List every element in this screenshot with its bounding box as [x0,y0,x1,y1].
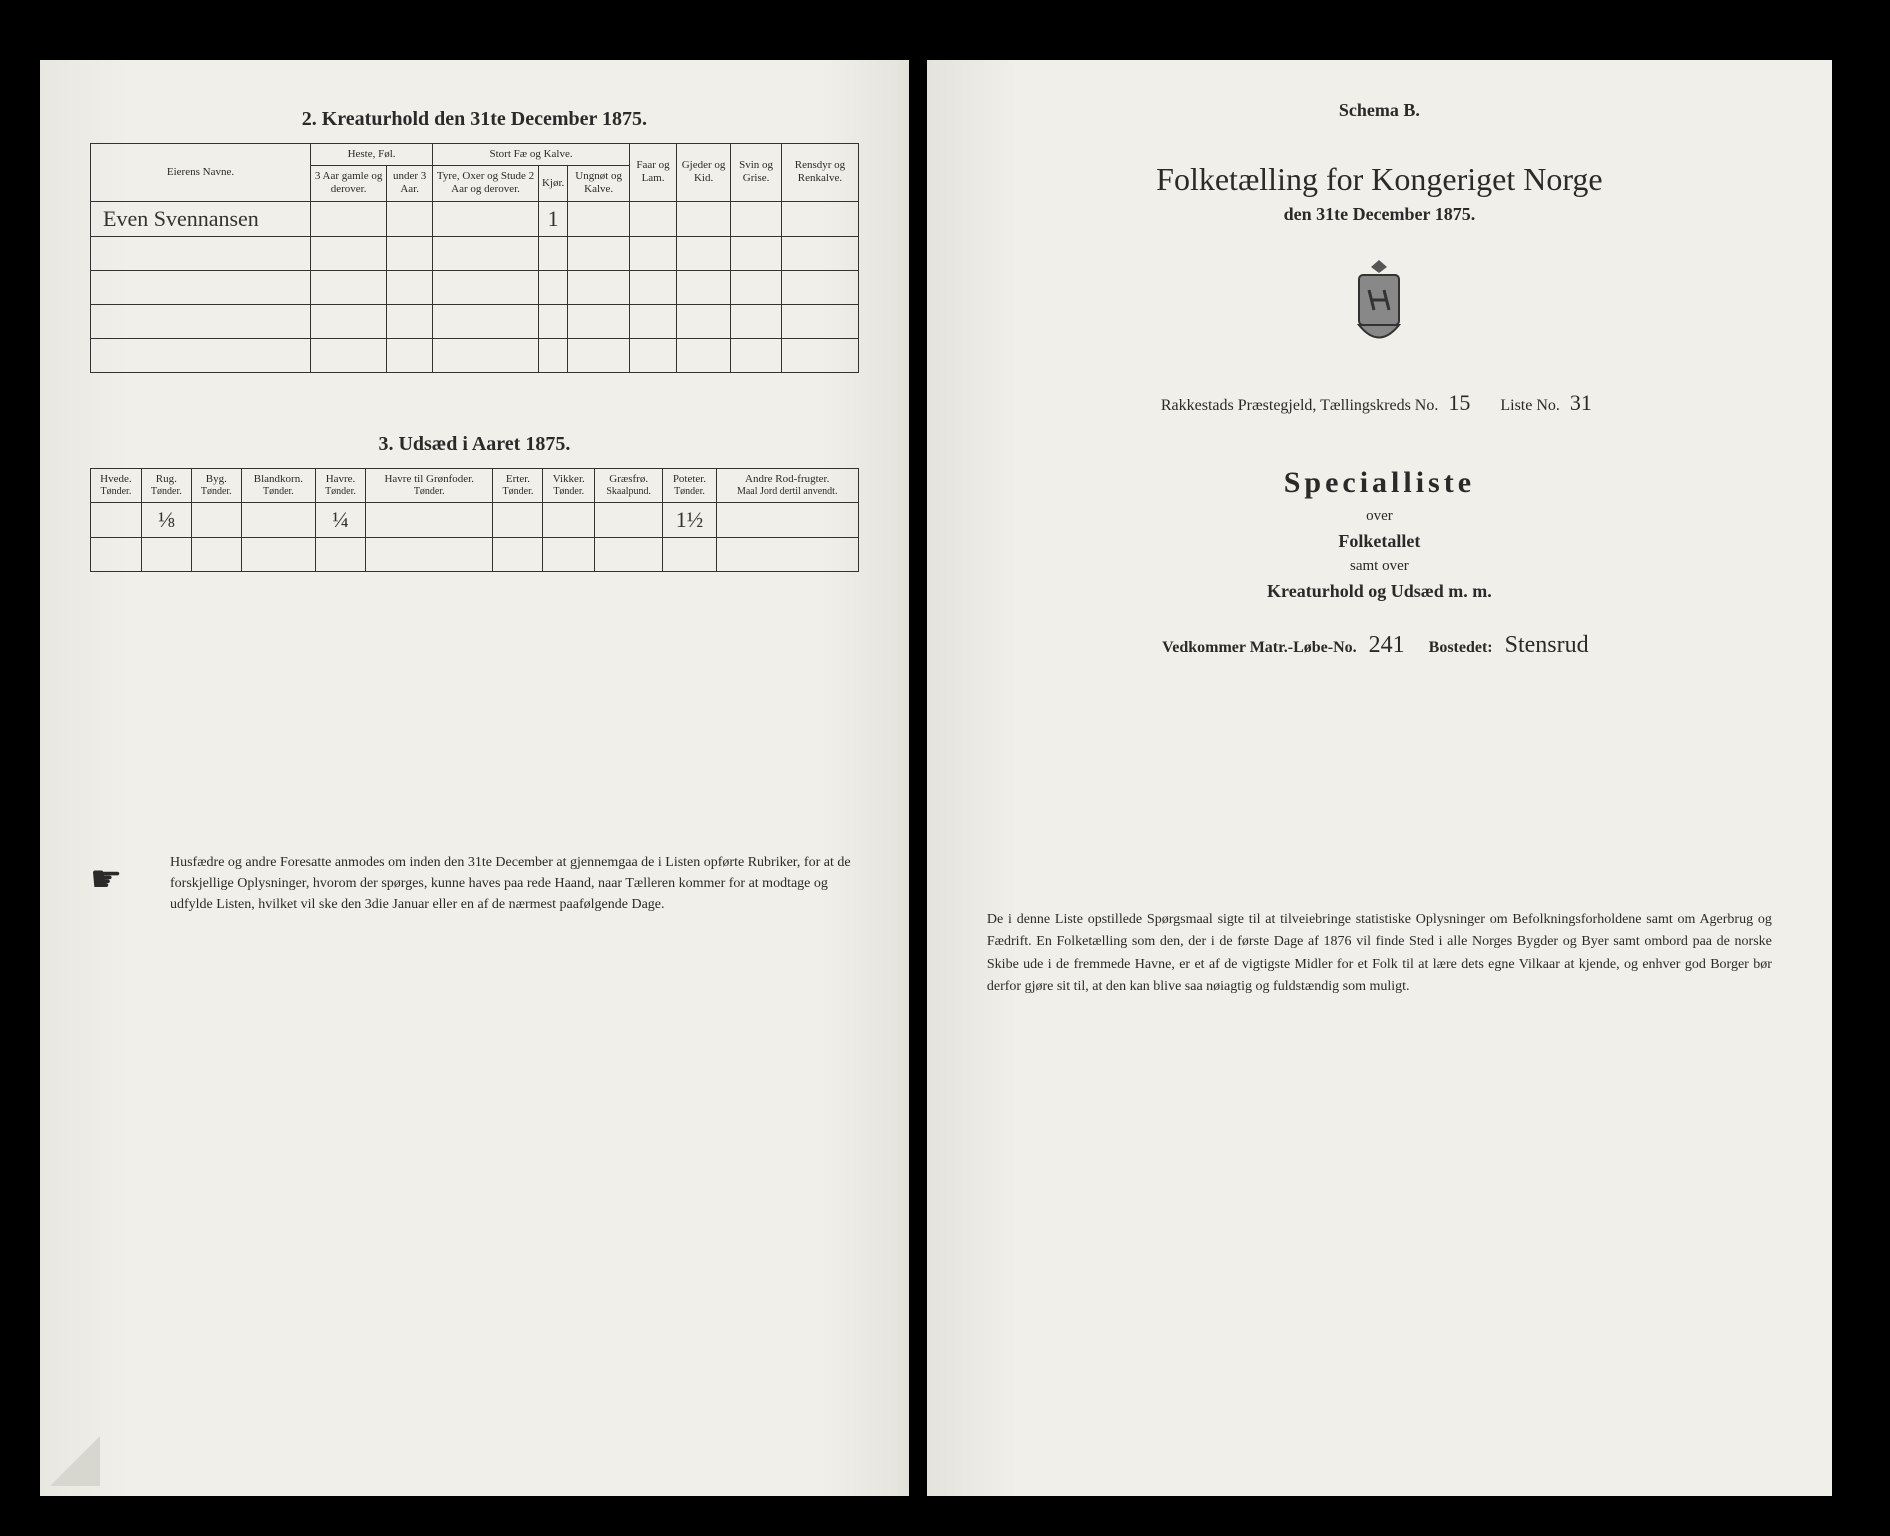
cell [731,201,782,236]
cell-potato: 1½ [663,502,716,537]
th-sheep: Faar og Lam. [629,144,676,202]
cell [568,201,630,236]
left-page: 2. Kreaturhold den 31te December 1875. E… [40,60,909,1496]
section3-title: 3. Udsæd i Aaret 1875. [90,433,859,456]
th-mixed: Blandkorn.Tønder. [241,468,315,502]
th-cattle-group: Stort Fæ og Kalve. [433,144,630,166]
list-no: 31 [1564,390,1598,415]
th-owner: Eierens Navne. [91,144,311,202]
th-rye: Rug.Tønder. [141,468,191,502]
cell-rye: ⅛ [141,502,191,537]
schema-label: Schema B. [977,100,1782,121]
page-corner-fold [50,1436,100,1486]
th-potato: Poteter.Tønder. [663,468,716,502]
right-notice: De i denne Liste opstillede Spørgsmaal s… [977,909,1782,999]
parish-line: Rakkestads Præstegjeld, Tællingskreds No… [977,390,1782,416]
th-peas: Erter.Tønder. [493,468,543,502]
main-title: Folketælling for Kongeriget Norge [977,161,1782,198]
cell [595,502,663,537]
parish-no: 15 [1442,390,1476,415]
cell [629,201,676,236]
vedkommer-label-b: Bostedet: [1429,639,1493,656]
table-row [91,338,859,372]
section2-title: 2. Kreaturhold den 31te December 1875. [90,108,859,131]
cell-owner: Even Svennansen [91,201,311,236]
cell-cattle-b: 1 [538,201,567,236]
table-row [91,236,859,270]
cell-oats: ¼ [316,502,366,537]
book-spread: 2. Kreaturhold den 31te December 1875. E… [0,0,1890,1536]
table-row [91,304,859,338]
folketallet-label: Folketallet [977,531,1782,552]
special-title: Specialliste [977,466,1782,500]
cell [433,201,539,236]
th-horse-b: under 3 Aar. [387,166,433,201]
parish-label: Rakkestads Præstegjeld, Tællingskreds No… [1161,397,1438,414]
cell [241,502,315,537]
th-goat: Gjeder og Kid. [677,144,731,202]
cell [493,502,543,537]
table-row [91,270,859,304]
kreatur-label: Kreaturhold og Udsæd m. m. [977,581,1782,602]
th-cattle-b: Kjør. [538,166,567,201]
cell [782,201,859,236]
samt-over-label: samt over [977,558,1782,575]
cell [91,502,142,537]
right-page: Schema B. Folketælling for Kongeriget No… [927,60,1832,1496]
pointing-hand-icon: ☛ [90,852,122,906]
vedkommer-line: Vedkommer Matr.-Løbe-No. 241 Bostedet: S… [977,632,1782,659]
th-cattle-c: Ungnøt og Kalve. [568,166,630,201]
place-name: Stensrud [1497,632,1597,658]
th-roots: Andre Rod-frugter.Maal Jord dertil anven… [716,468,858,502]
matr-no: 241 [1361,632,1413,658]
cell [543,502,595,537]
th-horse-group: Heste, Føl. [311,144,433,166]
table-row [91,537,859,571]
livestock-table: Eierens Navne. Heste, Føl. Stort Fæ og K… [90,143,859,373]
th-wheat: Hvede.Tønder. [91,468,142,502]
notice-text: Husfædre og andre Foresatte anmodes om i… [170,855,851,912]
left-notice: ☛ Husfædre og andre Foresatte anmodes om… [90,852,859,915]
table-row: Even Svennansen 1 [91,201,859,236]
list-label: Liste No. [1500,397,1560,414]
over-label: over [977,508,1782,525]
coat-of-arms-icon [977,255,1782,360]
seed-table: Hvede.Tønder. Rug.Tønder. Byg.Tønder. Bl… [90,468,859,572]
cell [191,502,241,537]
cell [716,502,858,537]
cell [387,201,433,236]
vedkommer-label-a: Vedkommer Matr.-Løbe-No. [1162,639,1357,656]
th-grass: Græsfrø.Skaalpund. [595,468,663,502]
th-barley: Byg.Tønder. [191,468,241,502]
th-reindeer: Rensdyr og Renkalve. [782,144,859,202]
th-oats: Havre.Tønder. [316,468,366,502]
th-horse-a: 3 Aar gamle og derover. [311,166,387,201]
th-pig: Svin og Grise. [731,144,782,202]
th-vetch: Vikker.Tønder. [543,468,595,502]
date-line: den 31te December 1875. [977,204,1782,225]
cell [677,201,731,236]
cell [365,502,493,537]
th-cattle-a: Tyre, Oxer og Stude 2 Aar og derover. [433,166,539,201]
cell [311,201,387,236]
table-row: ⅛ ¼ 1½ [91,502,859,537]
th-oatsf: Havre til Grønfoder.Tønder. [365,468,493,502]
